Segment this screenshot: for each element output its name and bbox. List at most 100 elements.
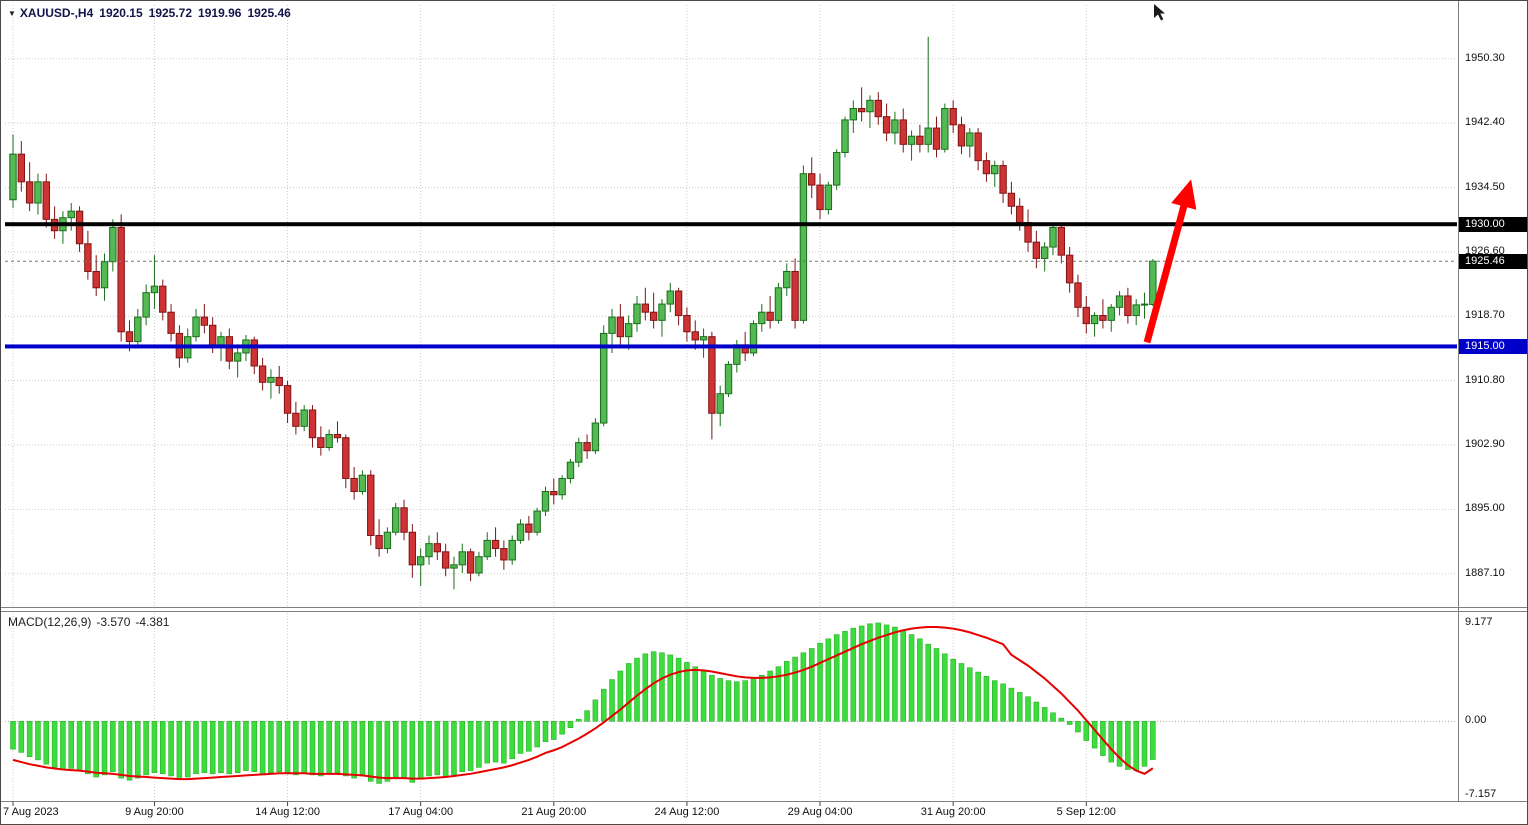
candle-body [724, 363, 733, 395]
macd-histogram-bar [417, 721, 424, 780]
candle-body [1132, 304, 1140, 316]
candle-body [783, 270, 791, 289]
trend-arrow-shaft[interactable] [1143, 197, 1190, 344]
macd-histogram-bar [1016, 692, 1023, 722]
candle-body [600, 332, 608, 424]
candle-body [525, 523, 533, 533]
macd-histogram-bar [492, 721, 499, 763]
macd-histogram-bar [243, 721, 249, 771]
macd-histogram-bar [176, 721, 183, 780]
price-tick-label: 1902.90 [1465, 438, 1505, 451]
macd-histogram-bar [451, 721, 457, 776]
candle-body [225, 336, 234, 362]
macd-signal-line [12, 626, 1154, 781]
macd-histogram-bar [168, 721, 174, 777]
candle-body [1099, 314, 1107, 321]
macd-histogram-bar [800, 652, 807, 722]
candle-body [367, 474, 375, 536]
candle-body [841, 119, 849, 153]
level-line-1930.00[interactable] [5, 222, 1457, 227]
candle-body [400, 507, 408, 533]
ohlc-open: 1920.15 [99, 6, 143, 20]
macd-histogram-bar [343, 721, 349, 777]
candle-body [716, 393, 724, 414]
macd-histogram-bar [1108, 721, 1114, 763]
candle-body [899, 119, 907, 145]
macd-histogram-bar [1083, 721, 1090, 741]
macd-histogram-bar [992, 680, 998, 722]
price-axis[interactable]: 1950.30 1942.40 1934.50 1926.60 1918.70 1910.… [1458, 1, 1527, 802]
candle-body [1074, 282, 1082, 308]
candle-body [791, 270, 799, 321]
macd-histogram-bar [301, 721, 307, 773]
symbol-name: XAUUSD-,H4 [19, 6, 94, 20]
macd-histogram-bar [76, 721, 83, 771]
candle-body [84, 243, 92, 272]
trend-arrow-head[interactable] [1171, 179, 1197, 210]
macd-histogram-bar [534, 721, 540, 748]
macd-histogram-bar [559, 721, 565, 735]
candle-body [25, 181, 34, 204]
macd-histogram-bar [958, 663, 965, 722]
candle-body [67, 210, 75, 219]
candle-body [1040, 246, 1049, 259]
macd-histogram-bar [35, 721, 41, 761]
macd-histogram-bar [118, 721, 124, 779]
macd-histogram-bar [1141, 721, 1148, 767]
macd-histogram-bar [434, 721, 441, 776]
candle-body [483, 539, 491, 558]
candle-body [749, 323, 758, 354]
candle-body [233, 352, 242, 362]
candle-body [758, 311, 766, 325]
candle-body [857, 107, 866, 113]
macd-histogram-bar [975, 671, 981, 722]
macd-histogram-bar [26, 721, 33, 757]
candle-body [9, 153, 17, 201]
macd-histogram-bar [825, 638, 832, 722]
candle-body [541, 490, 550, 512]
price-tick-label: 1918.70 [1465, 309, 1505, 322]
macd-histogram-bar [1041, 707, 1048, 722]
macd-histogram-bar [359, 721, 366, 777]
macd-histogram-bar [833, 634, 840, 722]
candle-body [308, 409, 317, 439]
candle-body [907, 135, 916, 145]
macd-histogram-bar [592, 699, 599, 722]
macd-histogram-bar [634, 657, 640, 722]
macd-histogram-bar [284, 721, 291, 775]
macd-histogram-bar [226, 721, 233, 775]
candle-body [283, 385, 292, 414]
macd-histogram-bar [68, 721, 74, 769]
candle-body [1016, 205, 1024, 224]
symbol-dropdown-icon[interactable]: ▼ [8, 9, 16, 18]
candle-body [1007, 192, 1016, 207]
candle-body [250, 339, 258, 367]
level-line-1915.00[interactable] [5, 344, 1457, 349]
time-axis[interactable]: 7 Aug 2023 9 Aug 20:00 14 Aug 12:00 17 Aug … [1, 803, 1527, 824]
candle-body [1082, 306, 1090, 325]
candle-body [275, 376, 283, 387]
candle-body [1032, 241, 1041, 259]
macd-histogram-bar [1116, 721, 1123, 767]
macd-histogram-bar [392, 721, 399, 778]
price-tick-label: 1895.00 [1465, 502, 1505, 515]
time-tick-label: 5 Sep 12:00 [1056, 806, 1116, 818]
candle-body [258, 365, 267, 383]
price-tick-label: 1950.30 [1465, 51, 1505, 64]
macd-histogram-bar [85, 721, 91, 775]
candle-body [466, 551, 475, 574]
candle-body [816, 184, 824, 211]
candle-body [824, 184, 833, 211]
macd-histogram-bar [309, 721, 316, 776]
macd-tick-label: 0.00 [1465, 714, 1487, 727]
macd-histogram-bar [376, 721, 382, 784]
candle-body [42, 181, 50, 220]
candle-body [267, 376, 275, 383]
macd-histogram-bar [584, 710, 590, 722]
candle-body [458, 551, 466, 566]
candle-body [699, 336, 708, 341]
macd-histogram-bar [792, 656, 798, 722]
time-tick-label: 24 Aug 12:00 [654, 806, 720, 818]
candle-body [957, 124, 966, 147]
